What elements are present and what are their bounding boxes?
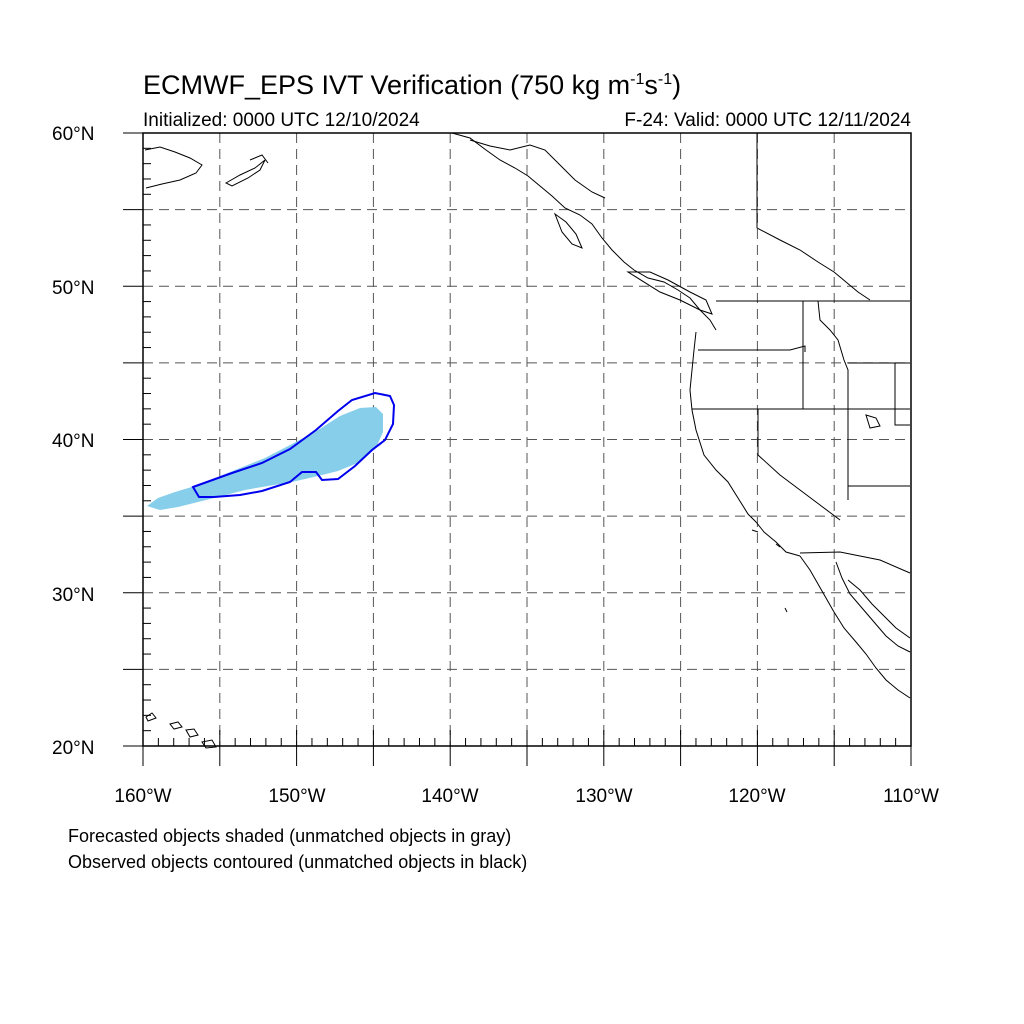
lat-label: 60°N xyxy=(52,124,94,145)
map-frame xyxy=(142,132,912,747)
lon-label: 130°W xyxy=(575,786,632,807)
lat-label: 50°N xyxy=(52,278,94,299)
lon-label: 150°W xyxy=(268,786,325,807)
observed-object-contour xyxy=(191,391,396,498)
lat-label: 20°N xyxy=(52,738,94,759)
lat-label: 30°N xyxy=(52,585,94,606)
forecast-legend-note: Forecasted objects shaded (unmatched obj… xyxy=(68,826,512,846)
lon-label: 120°W xyxy=(728,786,785,807)
lon-label: 160°W xyxy=(114,786,171,807)
axis-ticks xyxy=(123,132,912,766)
map-title: ECMWF_EPS IVT Verification (750 kg m-1s-… xyxy=(143,70,682,100)
coastlines xyxy=(144,132,911,749)
valid-time-label: F-24: Valid: 0000 UTC 12/11/2024 xyxy=(624,110,911,131)
lat-label: 40°N xyxy=(52,431,94,452)
initialized-label: Initialized: 0000 UTC 12/10/2024 xyxy=(143,110,420,131)
grid-lines xyxy=(143,133,911,746)
lon-label: 110°W xyxy=(883,786,939,807)
borders xyxy=(692,133,911,574)
observed-legend-note: Observed objects contoured (unmatched ob… xyxy=(68,852,528,872)
forecast-object xyxy=(147,407,383,510)
lon-label: 140°W xyxy=(421,786,478,807)
